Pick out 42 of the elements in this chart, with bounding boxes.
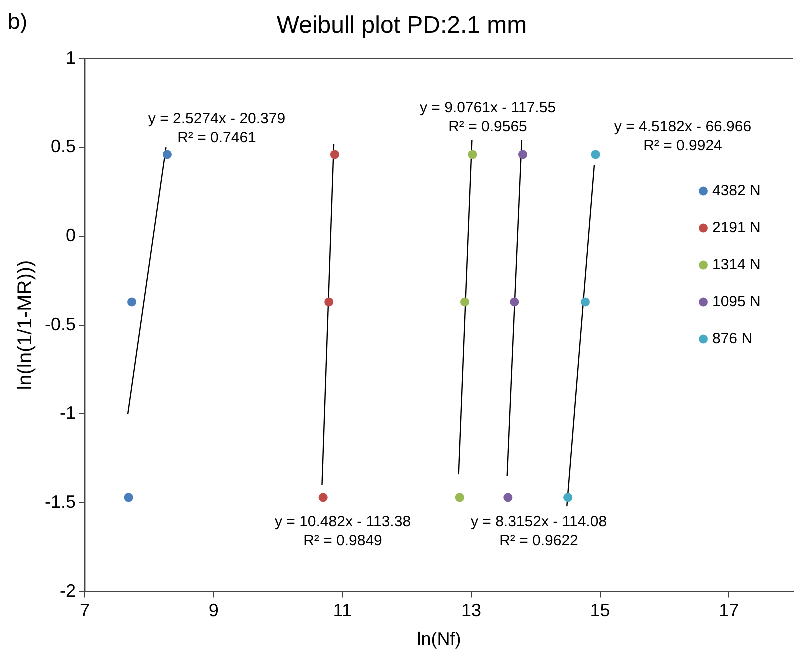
annotation: y = 8.3152x - 114.08 R² = 0.9622	[470, 514, 608, 550]
point	[564, 493, 573, 502]
point	[330, 150, 340, 160]
point	[162, 150, 172, 160]
point	[455, 493, 464, 502]
annotation: y = 10.482x - 113.38 R² = 0.9849	[274, 514, 412, 550]
legend-label: 2191 N	[712, 219, 761, 236]
annotation: y = 4.5182x - 66.966 R² = 0.9924	[614, 118, 752, 155]
y-tick-label: 0.5	[50, 136, 76, 157]
y-tick-label: -0.5	[44, 314, 76, 334]
point	[591, 150, 600, 160]
y-tick-label: 0	[66, 225, 76, 246]
point	[510, 298, 520, 307]
x-tick-label: 11	[333, 600, 352, 621]
point	[518, 150, 528, 160]
x-tick-label: 9	[208, 600, 219, 621]
text: b)	[8, 9, 28, 34]
y-tick-label: -2	[60, 580, 76, 601]
y-tick-label: -1	[60, 403, 76, 424]
y-tick-label: -1.5	[44, 492, 76, 512]
y-tick-label: 1	[66, 48, 76, 68]
x-tick-label: 13	[461, 600, 482, 621]
point	[128, 298, 137, 307]
annotation: y = 2.5274x - 20.379 R² = 0.7461	[148, 110, 286, 147]
point	[468, 150, 478, 160]
legend-label: 1314 N	[712, 256, 761, 274]
legend-label: 4382 N	[712, 182, 761, 200]
point	[324, 298, 334, 307]
point	[580, 298, 590, 307]
x-tick-label: 17	[719, 600, 740, 621]
y-axis-title: ln(ln(1/1-MR)))	[14, 260, 37, 390]
point	[124, 493, 134, 502]
annotation: y = 9.0761x - 117.55 R² = 0.9565	[420, 100, 556, 136]
legend-label: 876 N	[712, 330, 753, 348]
x-axis-title: ln(Nf)	[417, 629, 462, 650]
point	[460, 298, 470, 307]
point	[318, 493, 328, 502]
legend-label: 1095 N	[712, 293, 761, 310]
point	[504, 493, 513, 502]
chart-title: Weibull plot PD:2.1 mm	[276, 12, 528, 40]
x-tick-label: 15	[590, 600, 610, 621]
x-tick-label: 7	[80, 600, 90, 621]
